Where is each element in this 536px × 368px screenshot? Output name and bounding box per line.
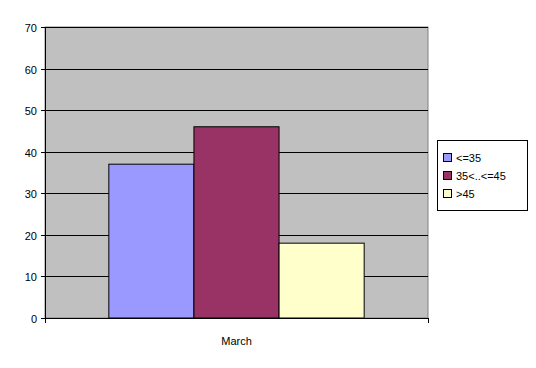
y-tick xyxy=(41,235,45,236)
y-tick-label: 30 xyxy=(25,188,37,200)
y-tick xyxy=(41,69,45,70)
y-tick xyxy=(41,318,45,319)
legend-swatch xyxy=(444,172,452,180)
x-tick-label: March xyxy=(221,335,252,347)
legend-swatch xyxy=(444,154,452,162)
y-tick-label: 20 xyxy=(25,230,37,242)
y-tick xyxy=(41,110,45,111)
y-tick-label: 0 xyxy=(31,313,37,325)
bar xyxy=(109,164,194,318)
y-tick-label: 40 xyxy=(25,147,37,159)
legend-label: >45 xyxy=(456,188,475,200)
y-tick-label: 50 xyxy=(25,105,37,117)
grid-line xyxy=(45,27,428,28)
x-axis xyxy=(45,318,428,319)
grid-line xyxy=(45,110,428,111)
y-tick-label: 70 xyxy=(25,22,37,34)
legend-swatch xyxy=(444,190,452,198)
legend-label: 35<..<=45 xyxy=(456,170,506,182)
bars xyxy=(109,127,364,318)
x-tick xyxy=(428,318,429,323)
x-tick xyxy=(45,318,46,323)
legend-box xyxy=(438,141,528,211)
y-tick-label: 10 xyxy=(25,271,37,283)
y-tick-label: 60 xyxy=(25,64,37,76)
chart-container: 0 10 20 30 40 50 60 70 March <=35 35<..<=45 >45 xyxy=(0,0,536,368)
bar xyxy=(194,127,279,318)
y-tick xyxy=(41,276,45,277)
legend-label: <=35 xyxy=(456,152,481,164)
grid-line xyxy=(45,318,428,319)
chart-svg: 0 10 20 30 40 50 60 70 March <=35 35<..<=45 >45 xyxy=(0,0,536,368)
y-tick xyxy=(41,152,45,153)
y-axis xyxy=(45,27,46,318)
y-tick xyxy=(41,193,45,194)
y-tick xyxy=(41,27,45,28)
plot-area xyxy=(45,27,428,318)
grid-line xyxy=(45,69,428,70)
bar xyxy=(279,243,364,318)
